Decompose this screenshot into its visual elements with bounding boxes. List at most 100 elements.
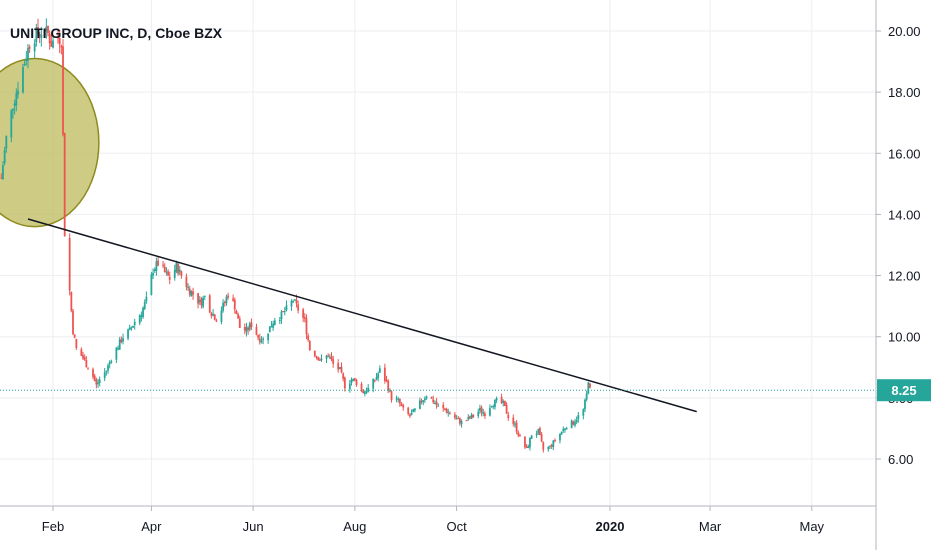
- candle: [190, 290, 193, 297]
- candle: [103, 368, 106, 382]
- candle-body: [22, 67, 24, 93]
- candle-body: [337, 363, 340, 370]
- candle: [525, 444, 528, 449]
- candle-body: [0, 177, 3, 179]
- candle-body: [48, 34, 51, 43]
- candle: [524, 436, 526, 450]
- candle: [128, 324, 131, 331]
- candle: [318, 357, 321, 361]
- candle: [348, 379, 351, 393]
- candle: [140, 311, 143, 322]
- time-axis[interactable]: Feb Apr Jun Aug Oct 2020 Mar May: [42, 506, 825, 534]
- candle: [480, 405, 483, 417]
- candle-body: [47, 25, 49, 34]
- candle-body: [433, 403, 436, 405]
- candle-body: [37, 27, 39, 34]
- candle-body: [373, 379, 376, 381]
- candle: [502, 399, 505, 407]
- candle: [58, 30, 61, 54]
- candle: [540, 431, 543, 443]
- candle-body: [162, 264, 164, 266]
- candle: [340, 362, 343, 374]
- candle: [460, 419, 463, 428]
- candle: [105, 370, 108, 376]
- candle-body: [235, 311, 238, 315]
- ellipse-annotation[interactable]: [0, 57, 100, 228]
- candle-body: [188, 288, 191, 295]
- candle: [138, 314, 141, 326]
- candle-body: [519, 435, 521, 437]
- candle: [243, 323, 246, 335]
- candle-body: [10, 110, 13, 138]
- candle-body: [318, 359, 321, 361]
- candle: [529, 437, 531, 451]
- candle-body: [293, 299, 296, 301]
- candle-body: [33, 43, 36, 52]
- candle-body: [490, 406, 493, 408]
- candle: [85, 356, 88, 368]
- candle: [5, 135, 8, 153]
- candle: [175, 260, 178, 274]
- candle-body: [225, 296, 228, 304]
- candle: [308, 339, 311, 352]
- candle-body: [437, 405, 440, 407]
- candle-body: [68, 238, 71, 291]
- candle-body: [27, 47, 29, 62]
- candle-body: [413, 408, 416, 411]
- candle: [554, 438, 556, 443]
- candle: [35, 23, 38, 47]
- candle-body: [574, 422, 576, 426]
- candle: [283, 307, 286, 316]
- candle-body: [338, 367, 341, 369]
- candle: [215, 318, 218, 323]
- candle: [272, 320, 275, 331]
- candle-body: [243, 327, 246, 331]
- candle: [80, 347, 83, 357]
- candle: [202, 295, 204, 309]
- price-axis[interactable]: 6.008.0010.0012.0014.0016.0018.0020.008.…: [876, 24, 931, 467]
- candle-body: [200, 298, 203, 306]
- candle: [270, 320, 273, 328]
- candle-body: [365, 391, 368, 393]
- candle: [362, 389, 365, 394]
- candle-body: [494, 399, 496, 408]
- candle-body: [328, 357, 331, 359]
- candle-body: [554, 440, 556, 442]
- candle: [87, 367, 89, 370]
- candle-body: [122, 338, 124, 342]
- candle: [163, 263, 166, 273]
- candle-body: [248, 323, 251, 330]
- candle: [375, 372, 378, 381]
- candle-body: [168, 276, 171, 280]
- candle-body: [260, 340, 263, 343]
- candle-body: [397, 398, 400, 400]
- trendline[interactable]: [27, 218, 697, 413]
- candle: [225, 294, 228, 306]
- x-tick-label: May: [800, 519, 825, 534]
- candle: [430, 396, 433, 399]
- candle: [519, 433, 521, 437]
- candle-body: [559, 433, 561, 441]
- candle-body: [110, 361, 113, 363]
- candle: [445, 407, 448, 414]
- candle-body: [489, 408, 491, 416]
- candle: [47, 25, 49, 37]
- candle-body: [447, 412, 450, 414]
- candle-body: [460, 421, 463, 425]
- candle: [232, 294, 235, 302]
- candle-body: [173, 269, 176, 279]
- candle: [550, 443, 553, 450]
- candle: [514, 421, 516, 428]
- candle-body: [305, 318, 308, 335]
- candle-body: [177, 263, 179, 274]
- candle: [108, 360, 111, 369]
- candle: [407, 406, 410, 416]
- candle: [278, 316, 281, 325]
- y-tick-label: 20.00: [888, 24, 921, 39]
- candle-body: [542, 442, 545, 450]
- candle-body: [589, 383, 591, 388]
- candle-body: [157, 260, 159, 266]
- candle: [425, 395, 428, 400]
- candle: [250, 318, 253, 331]
- candle: [492, 404, 495, 410]
